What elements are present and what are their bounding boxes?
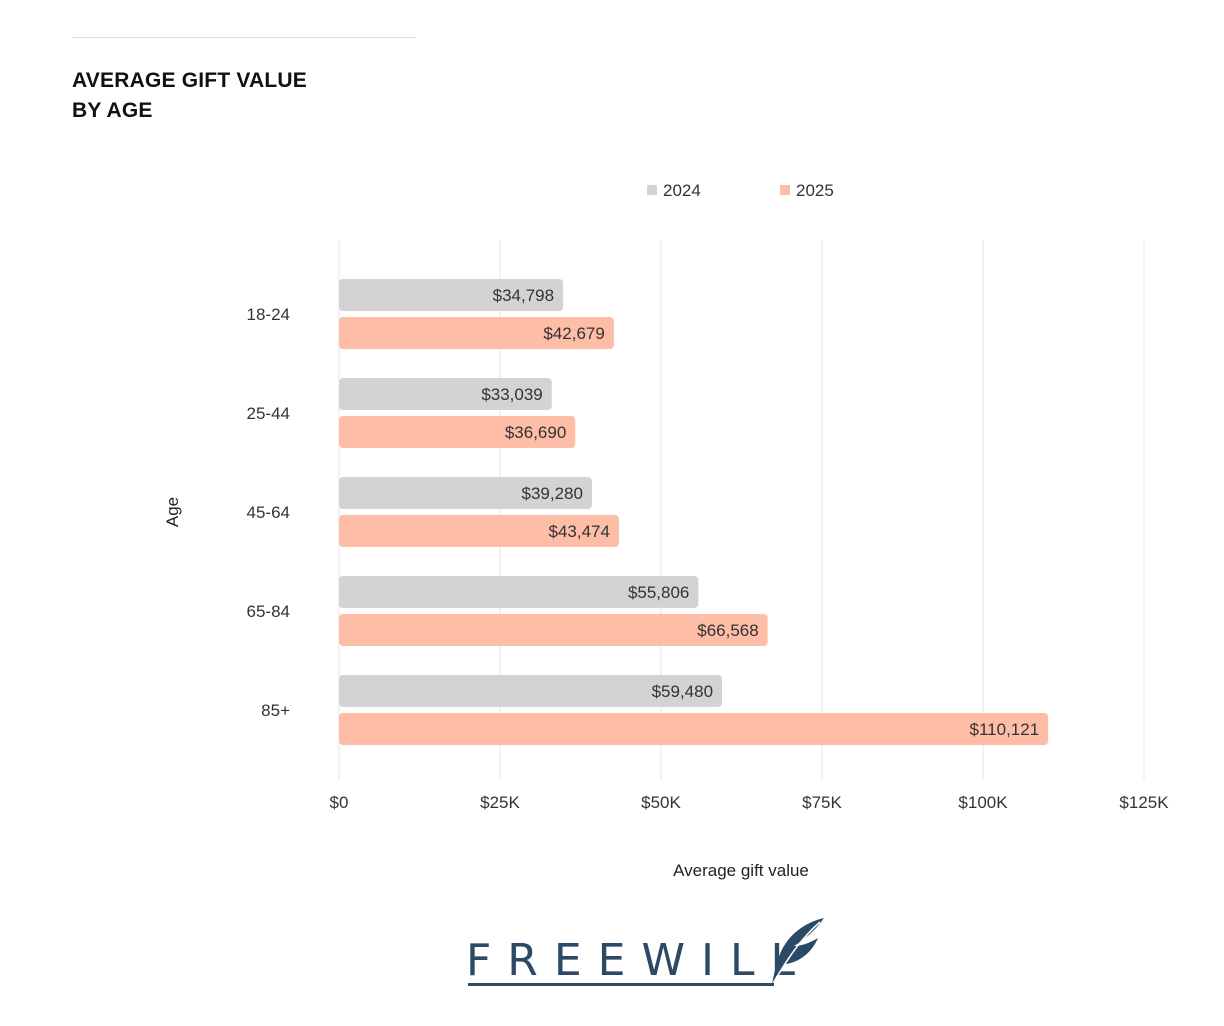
data-label: $55,806	[628, 583, 689, 602]
data-label: $42,679	[543, 324, 604, 343]
logo-underline	[468, 983, 774, 986]
bar-chart: $0 $25K $50K $75K $100K $125K Average gift val…	[163, 181, 1169, 880]
feather-icon	[772, 918, 824, 984]
y-category-label: 85+	[261, 701, 290, 720]
y-category-label: 25-44	[247, 404, 290, 423]
bar-2025	[339, 614, 768, 646]
bar-2024	[339, 378, 552, 410]
x-tick-label: $0	[330, 793, 349, 812]
bar-2024	[339, 576, 699, 608]
y-category-label: 18-24	[247, 305, 290, 324]
x-tick-label: $125K	[1119, 793, 1169, 812]
bar-2025	[339, 515, 619, 547]
freewill-logo: FREEWILL	[466, 914, 836, 994]
data-label: $34,798	[493, 286, 554, 305]
legend-label: 2024	[663, 181, 701, 200]
data-label: $36,690	[505, 423, 566, 442]
x-tick-label: $50K	[641, 793, 681, 812]
y-category-label: 65-84	[247, 602, 290, 621]
x-tick-label: $75K	[802, 793, 842, 812]
x-axis-title: Average gift value	[673, 861, 809, 880]
bar-2025	[339, 713, 1049, 745]
legend-label: 2025	[796, 181, 834, 200]
data-label: $43,474	[549, 522, 610, 541]
legend-swatch	[647, 185, 657, 195]
bar-2024	[339, 279, 564, 311]
x-tick-label: $100K	[958, 793, 1008, 812]
data-label: $33,039	[481, 385, 542, 404]
y-axis-title: Age	[163, 497, 182, 527]
data-label: $59,480	[652, 682, 713, 701]
chart-title: AVERAGE GIFT VALUE BY AGE	[72, 66, 307, 126]
chart-title-line-2: BY AGE	[72, 99, 153, 122]
y-category-label: 45-64	[247, 503, 290, 522]
legend-swatch	[780, 185, 790, 195]
data-label: $66,568	[697, 621, 758, 640]
bar-2025	[339, 317, 614, 349]
chart-title-line-1: AVERAGE GIFT VALUE	[72, 69, 307, 92]
data-label: $39,280	[522, 484, 583, 503]
x-tick-label: $25K	[480, 793, 520, 812]
data-label: $110,121	[970, 720, 1040, 739]
bar-2024	[339, 477, 592, 509]
title-divider	[72, 37, 416, 38]
bar-2025	[339, 416, 576, 448]
bar-2024	[339, 675, 723, 707]
logo-wordmark: FREEWILL	[466, 935, 811, 986]
